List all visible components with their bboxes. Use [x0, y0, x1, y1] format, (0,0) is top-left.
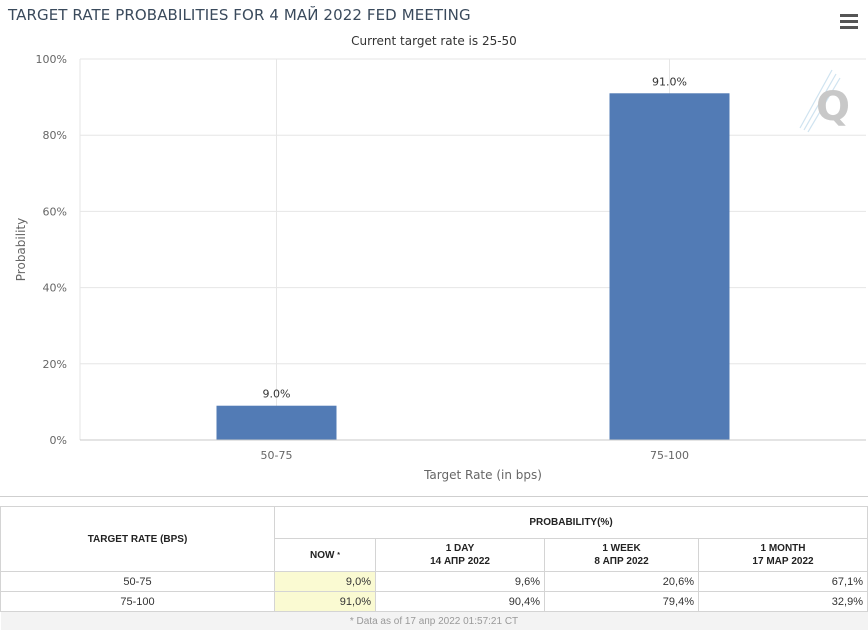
data-label: 91.0% [652, 75, 687, 88]
month-cell: 67,1% [698, 571, 868, 592]
rate-cell: 50-75 [0, 571, 275, 592]
x-tick-label: 50-75 [261, 449, 293, 462]
target-rate-header: TARGET RATE (BPS) [0, 506, 275, 572]
one-week-header: 1 WEEK 8 АПР 2022 [544, 538, 699, 572]
now-header: NOW * [274, 538, 376, 572]
week-cell: 79,4% [544, 591, 699, 612]
x-axis-title: Target Rate (in bps) [423, 468, 542, 482]
bar [609, 93, 730, 440]
bar-chart: 0% 20% 40% 60% 80% 100% 9.0% 50-75 91.0% 75-100 Ta… [14, 53, 866, 482]
section-divider [0, 496, 868, 497]
y-tick-label: 40% [43, 282, 67, 295]
y-tick-label: 20% [43, 358, 67, 371]
probability-header: PROBABILITY(%) [274, 506, 868, 539]
month-cell: 32,9% [698, 591, 868, 612]
now-cell: 91,0% [274, 591, 376, 612]
one-month-header: 1 MONTH 17 МАР 2022 [698, 538, 868, 572]
table-row: 75-100 91,0% 90,4% 79,4% 32,9% [0, 591, 868, 612]
data-timestamp-note: * Data as of 17 апр 2022 01:57:21 CT [0, 611, 868, 630]
x-tick-label: 75-100 [650, 449, 689, 462]
data-label: 9.0% [263, 388, 291, 401]
bar [216, 405, 337, 440]
rate-cell: 75-100 [0, 591, 275, 612]
svg-text:Q: Q [816, 84, 850, 130]
y-tick-label: 80% [43, 129, 67, 142]
day-cell: 9,6% [375, 571, 545, 592]
day-cell: 90,4% [375, 591, 545, 612]
y-tick-label: 60% [43, 205, 67, 218]
table-row: 50-75 9,0% 9,6% 20,6% 67,1% [0, 571, 868, 592]
chart-title: TARGET RATE PROBABILITIES FOR 4 МАЙ 2022… [8, 6, 471, 24]
chart-subtitle: Current target rate is 25-50 [351, 34, 517, 48]
hamburger-menu-icon[interactable] [840, 14, 858, 30]
probability-table: TARGET RATE (BPS) PROBABILITY(%) NOW * 1… [0, 506, 868, 630]
y-axis-title: Probability [14, 218, 28, 281]
y-tick-label: 100% [36, 53, 67, 66]
one-day-header: 1 DAY 14 АПР 2022 [375, 538, 545, 572]
y-tick-label: 0% [50, 434, 67, 447]
q-logo-icon: Q [799, 69, 850, 133]
week-cell: 20,6% [544, 571, 699, 592]
now-cell: 9,0% [274, 571, 376, 592]
